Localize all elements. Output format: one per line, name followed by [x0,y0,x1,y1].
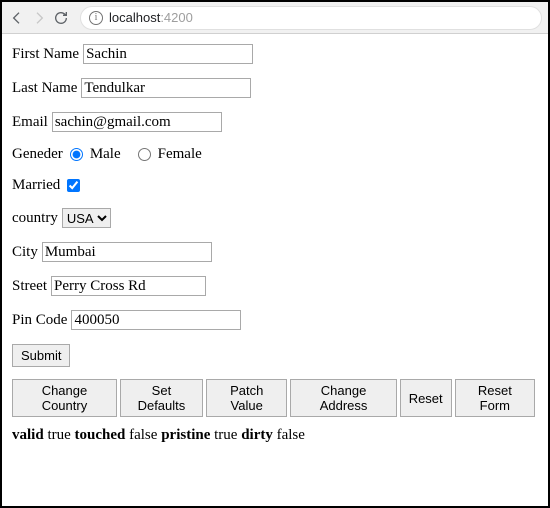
country-label: country [12,210,58,227]
url-host: localhost [109,10,160,25]
form-state-line: valid true touched false pristine true d… [12,427,538,444]
dirty-value: false [277,427,305,443]
country-select[interactable]: USA [62,208,111,228]
touched-label: touched [75,427,126,443]
pin-input[interactable] [71,310,241,330]
married-label: Married [12,177,60,194]
dirty-label: dirty [241,427,273,443]
address-bar[interactable]: i localhost:4200 [80,6,542,30]
reload-icon[interactable] [52,9,70,27]
reset-form-button[interactable]: Reset Form [455,379,535,417]
city-label: City [12,244,38,261]
browser-toolbar: i localhost:4200 [2,2,548,34]
gender-label: Geneder [12,146,63,163]
gender-female-radio[interactable] [138,148,151,161]
url-port: :4200 [160,10,193,25]
url-text: localhost:4200 [109,10,193,25]
reset-button[interactable]: Reset [400,379,452,417]
change-country-button[interactable]: Change Country [12,379,117,417]
gender-male-radio[interactable] [70,148,83,161]
street-input[interactable] [51,276,206,296]
married-checkbox[interactable] [67,179,80,192]
first-name-input[interactable] [83,44,253,64]
city-input[interactable] [42,242,212,262]
set-defaults-button[interactable]: Set Defaults [120,379,203,417]
first-name-label: First Name [12,46,79,63]
email-label: Email [12,114,48,131]
last-name-label: Last Name [12,80,77,97]
info-icon: i [89,11,103,25]
touched-value: false [129,427,157,443]
change-address-button[interactable]: Change Address [290,379,396,417]
pristine-label: pristine [161,427,210,443]
pristine-value: true [214,427,237,443]
street-label: Street [12,278,47,295]
gender-male-text: Male [90,146,121,163]
valid-label: valid [12,427,44,443]
submit-button[interactable]: Submit [12,344,70,367]
email-input[interactable] [52,112,222,132]
last-name-input[interactable] [81,78,251,98]
forward-icon[interactable] [30,9,48,27]
form-page: First Name Last Name Email Geneder Male … [2,34,548,452]
back-icon[interactable] [8,9,26,27]
valid-value: true [47,427,70,443]
pin-label: Pin Code [12,312,67,329]
action-buttons: Change Country Set Defaults Patch Value … [12,379,538,417]
patch-value-button[interactable]: Patch Value [206,379,287,417]
gender-female-text: Female [158,146,202,163]
